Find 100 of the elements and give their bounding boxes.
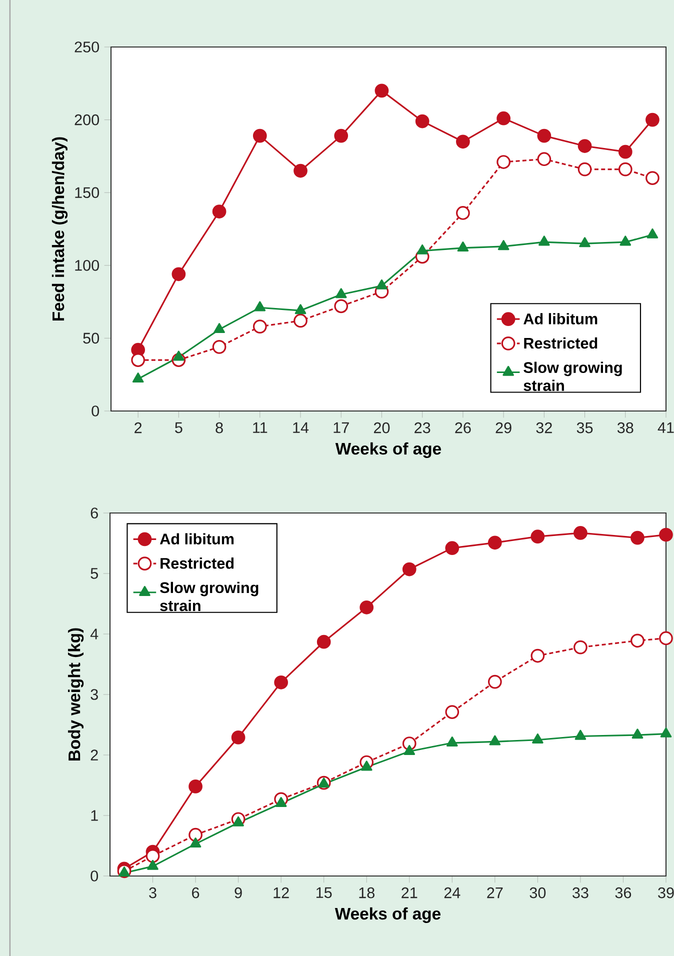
y-tick-label: 150 <box>75 187 100 198</box>
point <box>618 162 632 176</box>
point <box>659 631 673 646</box>
point <box>146 849 160 863</box>
point <box>374 84 389 98</box>
x-tick-label: 32 <box>536 422 552 434</box>
x-axis-title: Weeks of age <box>334 907 441 923</box>
point <box>488 674 502 689</box>
point <box>118 866 130 877</box>
y-tick-label: 5 <box>90 568 98 579</box>
point <box>294 164 308 178</box>
point <box>416 244 428 254</box>
point <box>537 128 552 143</box>
point <box>404 744 416 755</box>
point <box>131 353 146 367</box>
point <box>212 204 226 218</box>
point <box>360 760 372 771</box>
legend-label: Ad libitum <box>524 313 598 324</box>
point <box>212 340 226 354</box>
point <box>402 562 416 576</box>
point <box>445 541 460 556</box>
point <box>646 171 660 185</box>
point <box>578 162 592 176</box>
y-tick-label: 50 <box>83 332 100 344</box>
point <box>446 736 458 746</box>
point <box>530 648 545 663</box>
point <box>335 288 347 298</box>
point <box>252 128 267 143</box>
x-axis-title: Weeks of age <box>335 442 442 458</box>
point <box>294 314 308 328</box>
x-tick-label: 18 <box>359 887 374 898</box>
y-axis-title: Body weight (kg) <box>68 628 84 761</box>
y-tick-label: 2 <box>90 750 98 760</box>
point <box>488 536 502 550</box>
point <box>456 206 470 220</box>
x-tick-label: 11 <box>253 422 268 433</box>
x-tick-label: 30 <box>530 887 546 898</box>
x-tick-label: 15 <box>316 887 332 898</box>
point <box>660 727 672 738</box>
point <box>537 152 552 166</box>
point <box>489 735 501 746</box>
point <box>334 128 348 143</box>
point <box>232 816 244 826</box>
x-tick-label: 2 <box>134 422 142 434</box>
x-tick-label: 29 <box>496 422 512 434</box>
point <box>456 134 470 149</box>
point <box>275 796 287 807</box>
x-tick-label: 39 <box>658 887 674 898</box>
legend-label: Slow growing strain <box>524 362 622 392</box>
point <box>659 528 673 542</box>
point <box>173 350 184 361</box>
x-tick-label: 38 <box>617 422 634 434</box>
legend-label: Restricted <box>524 337 598 349</box>
y-axis-title: Feed intake (g/hen/day) <box>52 137 68 320</box>
x-tick-label: 20 <box>374 422 390 434</box>
x-tick-label: 8 <box>216 422 223 434</box>
x-tick-label: 3 <box>149 887 156 898</box>
y-tick-label: 250 <box>74 42 100 52</box>
x-tick-label: 23 <box>414 422 430 434</box>
point <box>496 155 510 169</box>
x-tick-label: 5 <box>175 422 182 434</box>
point <box>415 114 430 128</box>
x-tick-label: 26 <box>455 422 471 434</box>
point <box>530 530 545 544</box>
point <box>630 530 644 545</box>
y-tick-label: 6 <box>90 508 98 518</box>
point <box>214 323 225 334</box>
x-tick-label: 33 <box>572 887 588 898</box>
legend-label: Restricted <box>160 558 234 569</box>
point <box>496 111 510 126</box>
legend-label: Slow growing strain <box>160 582 258 612</box>
y-tick-label: 3 <box>90 689 98 700</box>
point <box>132 372 144 383</box>
point <box>646 112 660 127</box>
point <box>574 730 586 740</box>
point <box>231 730 246 744</box>
y-tick-label: 0 <box>92 406 100 416</box>
x-tick-label: 24 <box>444 887 460 898</box>
point <box>532 733 544 744</box>
x-tick-label: 17 <box>334 422 349 433</box>
x-tick-label: 9 <box>234 887 242 898</box>
point <box>578 139 592 153</box>
point <box>188 828 202 842</box>
point <box>457 242 469 252</box>
point <box>376 279 388 290</box>
point <box>574 526 588 540</box>
point <box>316 634 331 649</box>
point <box>498 240 510 250</box>
y-tick-label: 4 <box>90 628 98 640</box>
point <box>188 780 202 794</box>
y-tick-label: 200 <box>74 114 100 126</box>
point <box>632 728 644 739</box>
point <box>579 237 590 248</box>
x-tick-label: 12 <box>274 887 289 898</box>
point <box>620 236 632 246</box>
x-tick-label: 6 <box>192 887 200 898</box>
point <box>172 267 186 282</box>
point <box>334 299 348 314</box>
x-tick-label: 36 <box>615 887 632 898</box>
point <box>147 860 158 870</box>
